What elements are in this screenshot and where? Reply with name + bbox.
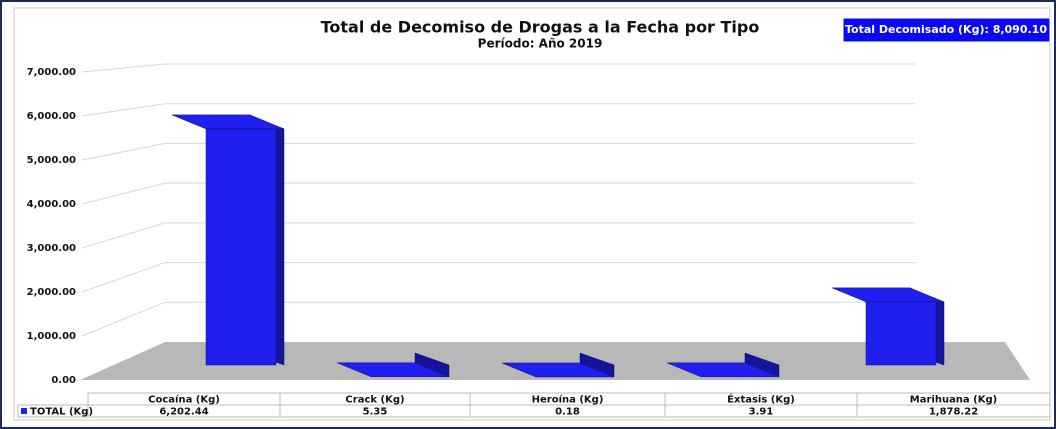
bar-top [171,114,285,130]
y-tick-label: 1,000.00 [27,331,76,342]
bar-top [501,362,615,378]
grid-line [81,262,915,293]
y-tick-label: 4,000.00 [27,199,76,210]
category-label: Marihuana (Kg) [910,395,997,406]
table-legend-cell [17,404,89,418]
total-badge-text: Total Decomisado (Kg): 8,090.10 [845,23,1047,36]
bar-side-shade [415,353,449,377]
floor [80,342,1030,380]
category-label: Éxtasis (Kg) [727,393,795,406]
grid-line [81,142,915,161]
bar-top [336,362,450,378]
chart-title: Total de Decomiso de Drogas a la Fecha p… [321,18,760,37]
bar [831,287,945,366]
value-label: 0.18 [555,407,580,418]
y-tick-label: 3,000.00 [27,243,76,254]
value-label: 1,878.22 [929,407,978,418]
grid-line [81,301,915,337]
category-label: Cocaína (Kg) [148,394,220,406]
y-tick-label: 0.00 [51,375,76,386]
grid-line [81,63,915,73]
bar-side-shade [580,353,614,377]
plot-frame [13,7,1051,421]
bar-top [831,287,945,303]
bar [171,114,285,366]
bar [501,352,615,378]
value-label: 3.91 [749,407,774,418]
grid-line [81,103,915,117]
y-tick-label: 6,000.00 [27,111,76,122]
bar-side-shade [745,353,779,377]
bar [666,352,780,378]
total-badge [842,17,1051,43]
y-tick-label: 2,000.00 [27,287,76,298]
y-tick-label: 7,000.00 [27,67,76,78]
chart-subtitle: Período: Año 2019 [478,37,603,51]
legend-swatch [21,408,27,414]
y-tick-label: 5,000.00 [27,155,76,166]
table-cell [856,404,1051,418]
grid-line [81,182,915,205]
grid-line [81,222,915,249]
legend-label: TOTAL (Kg) [30,407,93,418]
value-label: 6,202.44 [159,407,208,418]
bar [336,352,450,378]
bar-front [205,128,277,366]
value-label: 5.35 [363,407,388,418]
category-label: Heroína (Kg) [532,394,604,406]
category-label: Crack (Kg) [345,395,404,406]
bar-top [666,362,780,378]
bar-front [865,301,937,366]
